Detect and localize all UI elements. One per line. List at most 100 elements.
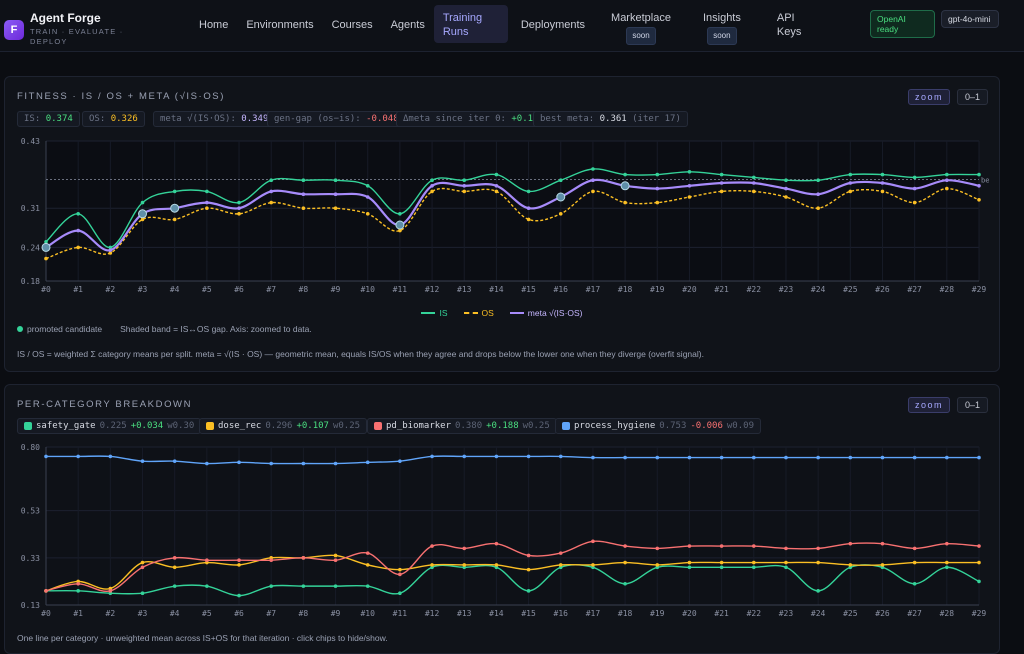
data-point [751, 189, 756, 194]
range-button[interactable]: 0–1 [957, 397, 989, 413]
zoom-button[interactable]: zoom [908, 397, 951, 413]
data-point [719, 172, 724, 177]
data-point [880, 455, 885, 460]
data-point [784, 546, 788, 551]
data-point [848, 455, 853, 460]
nav-agents[interactable]: Agents [390, 19, 425, 31]
data-point [462, 189, 467, 194]
chip-safety-gate[interactable]: safety_gate 0.225 +0.034 w0.30 [17, 418, 202, 434]
x-tick-label: #12 [425, 285, 440, 294]
data-point [76, 245, 80, 250]
data-point [591, 539, 595, 544]
data-point [76, 581, 80, 586]
data-point [237, 200, 241, 205]
data-point [912, 200, 917, 205]
data-point [526, 189, 531, 194]
data-point [172, 565, 177, 570]
y-tick-label: 0.31 [21, 204, 40, 213]
brand[interactable]: F Agent Forge TRAIN · EVALUATE · DEPLOY [4, 12, 140, 47]
data-point [301, 192, 306, 196]
nav-api-keys[interactable]: API Keys [776, 12, 802, 38]
nav-courses[interactable]: Courses [331, 19, 373, 31]
data-point [430, 454, 434, 459]
x-tick-label: #8 [299, 609, 309, 618]
series-line-is [45, 168, 980, 249]
x-tick-label: #21 [714, 285, 729, 294]
data-point [237, 206, 241, 210]
legend-is[interactable]: IS [421, 308, 448, 318]
chip-pd-biomarker[interactable]: pd_biomarker 0.380 +0.188 w0.25 [367, 418, 557, 434]
x-tick-label: #10 [360, 285, 375, 294]
data-point [719, 565, 724, 570]
data-point [623, 172, 627, 177]
data-point [494, 454, 499, 459]
data-point [333, 553, 338, 558]
legend-meta[interactable]: meta √(IS·OS) [509, 308, 583, 318]
x-tick-label: #7 [266, 285, 276, 294]
brand-tagline: TRAIN · EVALUATE · DEPLOY [30, 27, 124, 46]
data-point [398, 228, 402, 233]
data-point [301, 584, 306, 588]
data-point [526, 217, 531, 222]
x-tick-label: #7 [266, 609, 276, 618]
data-point [172, 459, 177, 463]
brand-name: Agent Forge [30, 11, 101, 25]
data-point [205, 200, 209, 205]
nav-environments[interactable]: Environments [246, 19, 314, 31]
data-point [848, 172, 853, 177]
data-point [784, 178, 788, 182]
x-tick-label: #27 [907, 285, 922, 294]
data-point [237, 460, 241, 465]
nav-training-runs[interactable]: Training Runs [433, 5, 508, 43]
nav-deployments[interactable]: Deployments [520, 19, 586, 31]
chip-process-hygiene[interactable]: process_hygiene 0.753 -0.006 w0.09 [555, 418, 761, 434]
data-point [462, 563, 467, 567]
data-point [462, 546, 467, 551]
data-point [494, 189, 499, 194]
data-point [945, 186, 949, 191]
x-tick-label: #18 [618, 609, 633, 618]
data-point [365, 195, 370, 199]
data-point [172, 556, 177, 560]
data-point [880, 541, 885, 546]
data-point [880, 563, 885, 567]
data-point [591, 455, 595, 460]
data-point [719, 544, 724, 548]
x-tick-label: #20 [682, 285, 697, 294]
data-point [365, 551, 370, 555]
data-point [912, 546, 917, 551]
plot-area [46, 447, 979, 605]
data-point [269, 584, 274, 588]
nav-insights[interactable]: Insights soon [694, 5, 750, 51]
data-point [655, 200, 660, 205]
data-point [623, 200, 627, 205]
fitness-explanation: IS / OS = weighted Σ category means per … [17, 349, 704, 359]
plot-area [46, 141, 979, 281]
x-tick-label: #22 [747, 285, 762, 294]
main-nav: Home Environments Courses Agents Trainin… [190, 5, 812, 51]
data-point [751, 175, 756, 180]
data-point [912, 560, 917, 565]
data-point [816, 589, 820, 593]
data-point [301, 556, 306, 560]
x-tick-label: #3 [138, 609, 148, 618]
x-tick-label: #12 [425, 609, 440, 618]
chip-dose-rec[interactable]: dose_rec 0.296 +0.107 w0.25 [199, 418, 368, 434]
data-point [301, 206, 306, 210]
data-point [205, 584, 209, 588]
model-selector[interactable]: gpt-4o-mini [941, 10, 999, 28]
data-point [687, 565, 692, 570]
data-point [751, 455, 756, 460]
fitness-panel: FITNESS · IS / OS + META (√IS·OS) zoom 0… [4, 76, 1000, 372]
y-tick-label: 0.80 [21, 443, 40, 452]
legend-os[interactable]: OS [463, 308, 494, 318]
range-button[interactable]: 0–1 [957, 89, 989, 105]
data-point [526, 454, 531, 459]
zoom-button[interactable]: zoom [908, 89, 951, 105]
data-point [977, 172, 981, 177]
nav-home[interactable]: Home [199, 19, 229, 31]
x-tick-label: #1 [73, 609, 83, 618]
data-point [269, 558, 274, 562]
data-point [816, 560, 820, 565]
nav-marketplace[interactable]: Marketplace soon [602, 5, 680, 51]
